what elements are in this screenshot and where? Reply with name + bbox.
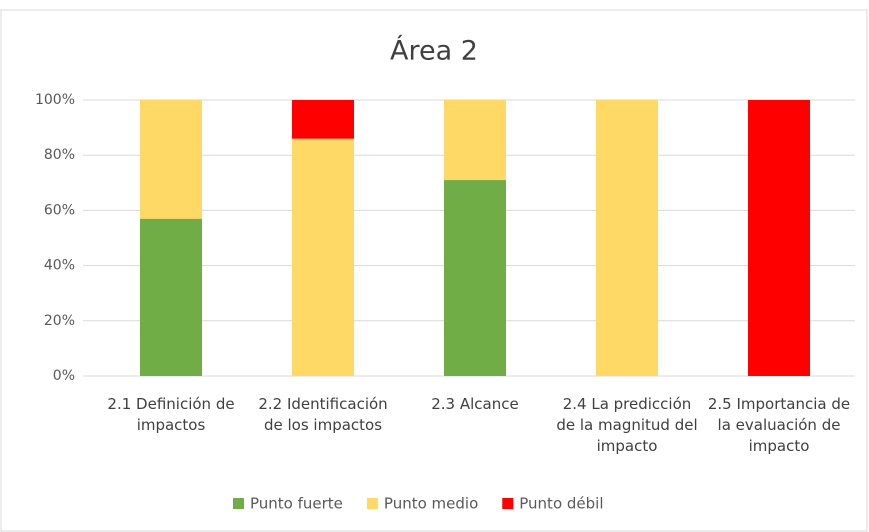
x-tick-label: 2.3 Alcance [431, 395, 519, 413]
x-tick-label: 2.2 Identificación de los impactos [258, 395, 388, 434]
y-tick-label: 60% [44, 202, 75, 218]
bar-segment [444, 180, 506, 376]
bar-segment [140, 218, 202, 376]
y-tick-label: 20% [44, 313, 75, 329]
x-tick-label: 2.5 Importancia de la evaluación de impa… [707, 395, 851, 455]
legend-swatch [502, 498, 514, 509]
y-tick-label: 80% [44, 147, 75, 163]
y-tick-label: 0% [53, 368, 75, 384]
x-tick-label: 2.4 La predicción de la magnitud del imp… [556, 395, 698, 455]
y-tick-label: 100% [35, 92, 75, 108]
bar-segment [596, 100, 658, 376]
legend-label: Punto medio [384, 495, 478, 513]
chart-title: Área 2 [390, 35, 478, 67]
bar-segment [292, 100, 354, 139]
legend-swatch [366, 498, 378, 509]
legend-swatch [233, 498, 244, 509]
bar-segment [748, 100, 810, 376]
legend-label: Punto fuerte [250, 495, 343, 513]
legend-label: Punto débil [519, 495, 603, 513]
x-tick-label: 2.1 Definición de impactos [107, 395, 235, 434]
bar-segment [444, 100, 506, 181]
bar-segment [140, 100, 202, 219]
bar-segment [292, 138, 354, 376]
y-tick-label: 40% [44, 258, 75, 274]
